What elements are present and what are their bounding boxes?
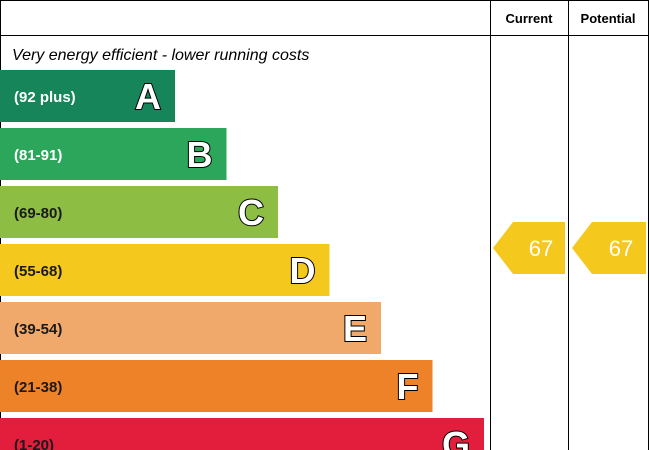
potential-value: 67 [609,236,633,261]
rating-band [0,418,484,450]
band-range: (69-80) [14,205,62,222]
band-letter: F [397,366,419,407]
band-range: (81-91) [14,147,62,164]
band-letter: G [442,424,470,450]
band-range: (21-38) [14,379,62,396]
band-range: (92 plus) [14,89,76,106]
top-label: Very energy efficient - lower running co… [12,47,309,64]
rating-band [0,302,381,354]
band-range: (39-54) [14,321,62,338]
band-letter: C [238,192,264,233]
potential-header: Potential [581,11,636,26]
band-letter: E [343,308,367,349]
rating-band [0,70,175,122]
band-range: (1-20) [14,437,54,450]
band-letter: D [290,250,316,291]
rating-band [0,128,227,180]
rating-band [0,244,330,296]
current-header: Current [506,11,554,26]
rating-band [0,360,433,412]
potential-arrow [572,222,646,274]
band-range: (55-68) [14,263,62,280]
current-value: 67 [529,236,553,261]
rating-band [0,186,278,238]
current-arrow [493,222,565,274]
band-letter: A [135,76,161,117]
band-letter: B [187,134,213,175]
